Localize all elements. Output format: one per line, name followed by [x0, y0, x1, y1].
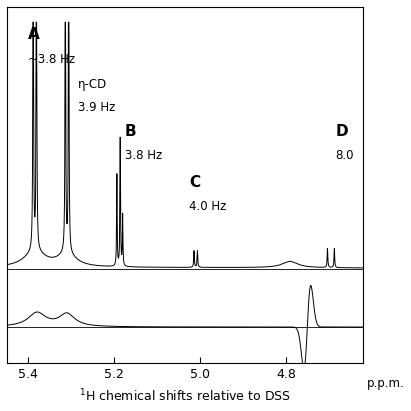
- Text: 4.0 Hz: 4.0 Hz: [189, 200, 227, 213]
- X-axis label: $^{1}$H chemical shifts relative to DSS: $^{1}$H chemical shifts relative to DSS: [79, 388, 291, 404]
- Text: p.p.m.: p.p.m.: [367, 377, 404, 390]
- Text: ~3.8 Hz: ~3.8 Hz: [28, 53, 76, 66]
- Text: 3.9 Hz: 3.9 Hz: [78, 101, 115, 114]
- Text: η-CD: η-CD: [78, 78, 107, 91]
- Text: A: A: [28, 27, 40, 42]
- Text: C: C: [189, 175, 201, 189]
- Text: B: B: [125, 124, 136, 139]
- Text: 3.8 Hz: 3.8 Hz: [125, 149, 162, 162]
- Text: D: D: [335, 124, 348, 139]
- Text: 8.0: 8.0: [335, 149, 354, 162]
